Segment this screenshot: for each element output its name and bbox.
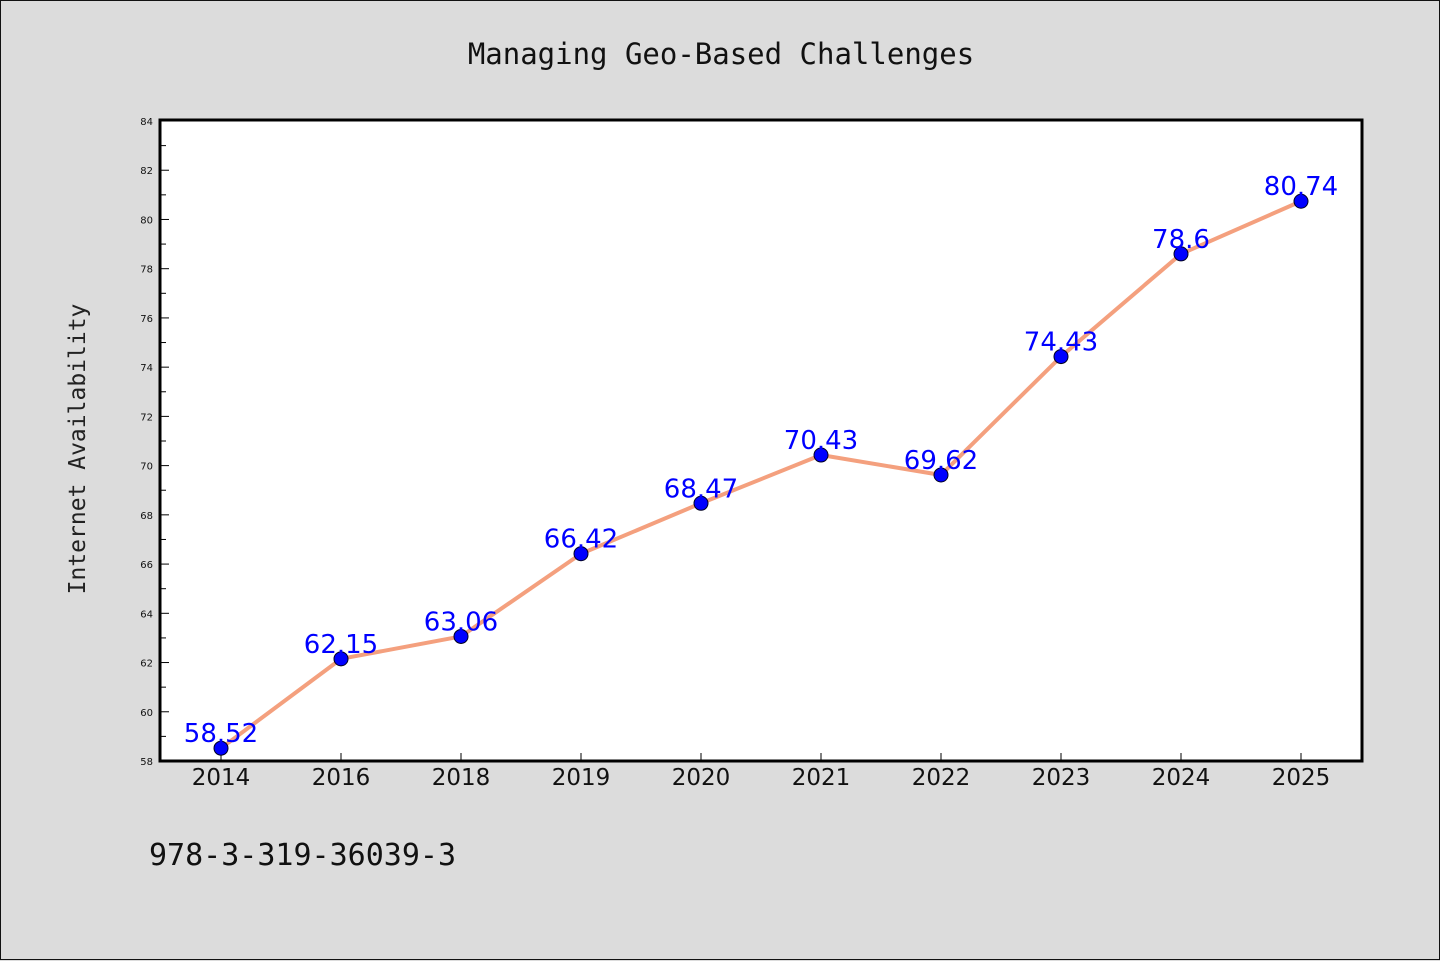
data-label: 66.42 — [544, 525, 618, 555]
data-point — [1293, 193, 1309, 209]
x-tick-label: 2022 — [912, 765, 971, 791]
y-tick-label: 62 — [140, 659, 153, 670]
data-point — [213, 740, 229, 756]
y-tick-label: 66 — [140, 560, 153, 571]
x-tick-label: 2018 — [432, 765, 491, 791]
data-point — [333, 651, 349, 667]
y-tick-label: 60 — [140, 708, 153, 719]
x-tick-label: 2019 — [552, 765, 611, 791]
y-axis-ticks: 58 60 62 64 66 68 70 72 74 76 78 80 82 84 — [140, 117, 169, 768]
data-point — [693, 495, 709, 511]
data-label: 58.52 — [184, 719, 258, 749]
y-tick-label: 84 — [140, 117, 153, 128]
data-label: 70.43 — [784, 426, 858, 456]
data-point — [573, 546, 589, 562]
chart-title: Managing Geo-Based Challenges — [468, 37, 974, 71]
plot-border — [158, 118, 1364, 763]
data-labels: 58.52 62.15 63.06 66.42 68.47 70.43 69.62 74.43… — [184, 172, 1338, 749]
data-point — [813, 447, 829, 463]
y-tick-label: 72 — [140, 412, 153, 423]
x-tick-label: 2016 — [312, 765, 371, 791]
y-tick-label: 76 — [140, 314, 153, 325]
data-label: 68.47 — [664, 474, 738, 504]
x-tick-label: 2021 — [792, 765, 851, 791]
data-label: 69.62 — [904, 446, 978, 476]
y-tick-label: 78 — [140, 265, 153, 276]
y-tick-label: 74 — [140, 363, 153, 374]
x-tick-label: 2020 — [672, 765, 731, 791]
footnote-isbn: 978-3-319-36039-3 — [149, 838, 456, 873]
x-tick-label: 2025 — [1272, 765, 1331, 791]
series-markers — [213, 193, 1309, 756]
x-tick-label: 2023 — [1032, 765, 1091, 791]
series-line-group — [219, 199, 1303, 751]
x-axis-ticks: 2014 2016 2018 2019 2020 2021 2022 2023 2024 2025 — [192, 753, 1331, 791]
y-tick-label: 58 — [140, 757, 153, 768]
data-label: 62.15 — [304, 630, 378, 660]
y-axis-label: Internet Availability — [65, 304, 91, 595]
y-tick-label: 68 — [140, 511, 153, 522]
y-tick-label: 64 — [140, 609, 153, 620]
data-point — [933, 467, 949, 483]
data-point — [453, 628, 469, 644]
data-point — [1173, 246, 1189, 262]
data-label: 63.06 — [424, 607, 498, 637]
x-tick-label: 2014 — [192, 765, 251, 791]
data-point — [1053, 349, 1069, 365]
data-label: 80.74 — [1264, 172, 1338, 202]
y-tick-label: 80 — [140, 215, 153, 226]
y-tick-label: 70 — [140, 462, 153, 473]
data-label: 78.6 — [1152, 225, 1210, 255]
x-tick-label: 2024 — [1152, 765, 1211, 791]
series-line — [219, 199, 1303, 751]
y-tick-label: 82 — [140, 166, 153, 177]
data-label: 74.43 — [1024, 328, 1098, 358]
